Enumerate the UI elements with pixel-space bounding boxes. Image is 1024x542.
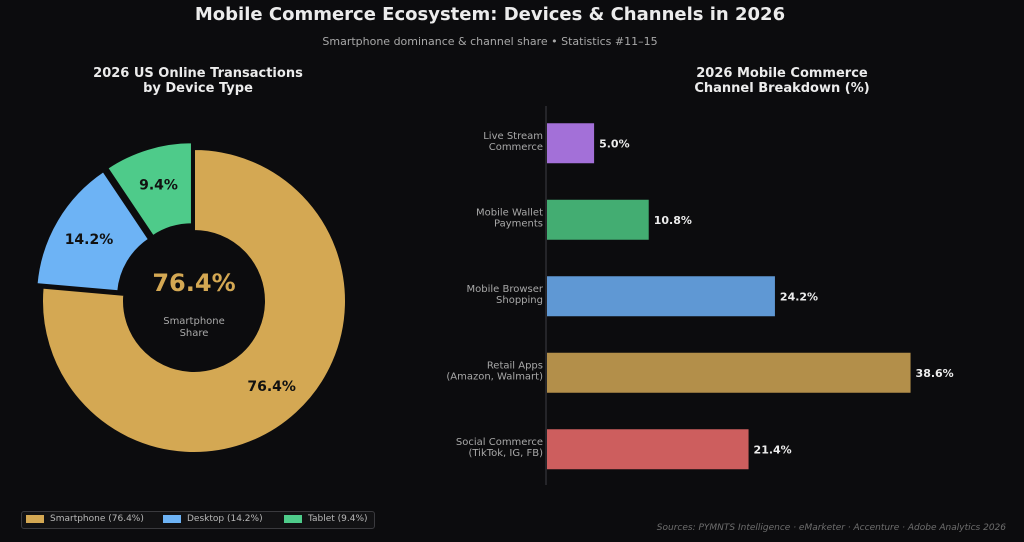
legend-swatch-tablet (284, 515, 302, 523)
bar-category-label-live-stream-line-1: Live Stream (483, 131, 543, 142)
bar-category-label-mobile-browser-line-1: Mobile Browser (466, 284, 543, 295)
legend-item-tablet: Tablet (9.4%) (284, 514, 368, 524)
bar-title-line-2: Channel Breakdown (%) (694, 81, 870, 96)
bar-category-label-social-commerce-line-1: Social Commerce (456, 437, 543, 448)
bar-mobile-wallet (547, 199, 649, 240)
chart-subtitle: Smartphone dominance & channel share • S… (322, 35, 658, 48)
legend-label-desktop: Desktop (14.2%) (187, 514, 263, 524)
chart-title: Mobile Commerce Ecosystem: Devices & Cha… (194, 4, 786, 25)
bar-value-label-live-stream: 5.0% (599, 137, 630, 150)
bar-social-commerce (547, 429, 749, 470)
donut-title-line-2: by Device Type (143, 81, 253, 96)
legend-item-smartphone: Smartphone (76.4%) (26, 514, 144, 524)
bar-value-label-mobile-wallet: 10.8% (654, 214, 692, 227)
legend-swatch-desktop (163, 515, 181, 523)
donut-slice-tablet (105, 141, 193, 238)
bar-category-label-mobile-browser-line-2: Shopping (496, 295, 543, 306)
donut-title: 2026 US Online Transactions by Device Ty… (48, 66, 348, 96)
bar-category-label-social-commerce-line-2: (TikTok, IG, FB) (468, 448, 543, 459)
legend-label-tablet: Tablet (9.4%) (308, 514, 368, 524)
donut-title-line-1: 2026 US Online Transactions (93, 66, 303, 81)
bar-value-label-social-commerce: 21.4% (754, 443, 792, 456)
donut-value-label-smartphone: 76.4% (247, 379, 296, 395)
bar-value-label-mobile-browser: 24.2% (780, 290, 818, 303)
donut-center-value: 76.4% (152, 269, 235, 297)
bar-value-label-retail-apps: 38.6% (916, 367, 954, 380)
bar-category-label-mobile-wallet-line-1: Mobile Wallet (476, 207, 543, 218)
donut-legend: Smartphone (76.4%) Desktop (14.2%) Table… (21, 511, 375, 529)
donut-slice-smartphone (41, 147, 347, 454)
donut-value-label-desktop: 14.2% (65, 232, 114, 248)
bar-category-label-mobile-wallet-line-2: Payments (494, 218, 543, 229)
legend-label-smartphone: Smartphone (76.4%) (50, 514, 144, 524)
legend-item-desktop: Desktop (14.2%) (163, 514, 263, 524)
bar-chart-title: 2026 Mobile Commerce Channel Breakdown (… (632, 66, 932, 96)
bar-title-line-1: 2026 Mobile Commerce (696, 66, 868, 81)
bar-category-label-retail-apps-line-1: Retail Apps (487, 360, 543, 371)
bar-mobile-browser (547, 276, 775, 317)
donut-slice-desktop (35, 169, 151, 293)
donut-center-caption-line-1: Smartphone (163, 316, 225, 327)
bar-category-label-live-stream-line-2: Commerce (489, 142, 543, 153)
bar-retail-apps (547, 352, 911, 393)
sources-note: Sources: PYMNTS Intelligence · eMarketer… (656, 523, 1006, 533)
legend-swatch-smartphone (26, 515, 44, 523)
bar-category-label-retail-apps-line-2: (Amazon, Walmart) (446, 371, 543, 382)
bar-live-stream (547, 123, 595, 164)
donut-value-label-tablet: 9.4% (139, 177, 178, 193)
donut-center-caption-line-2: Share (180, 328, 209, 339)
